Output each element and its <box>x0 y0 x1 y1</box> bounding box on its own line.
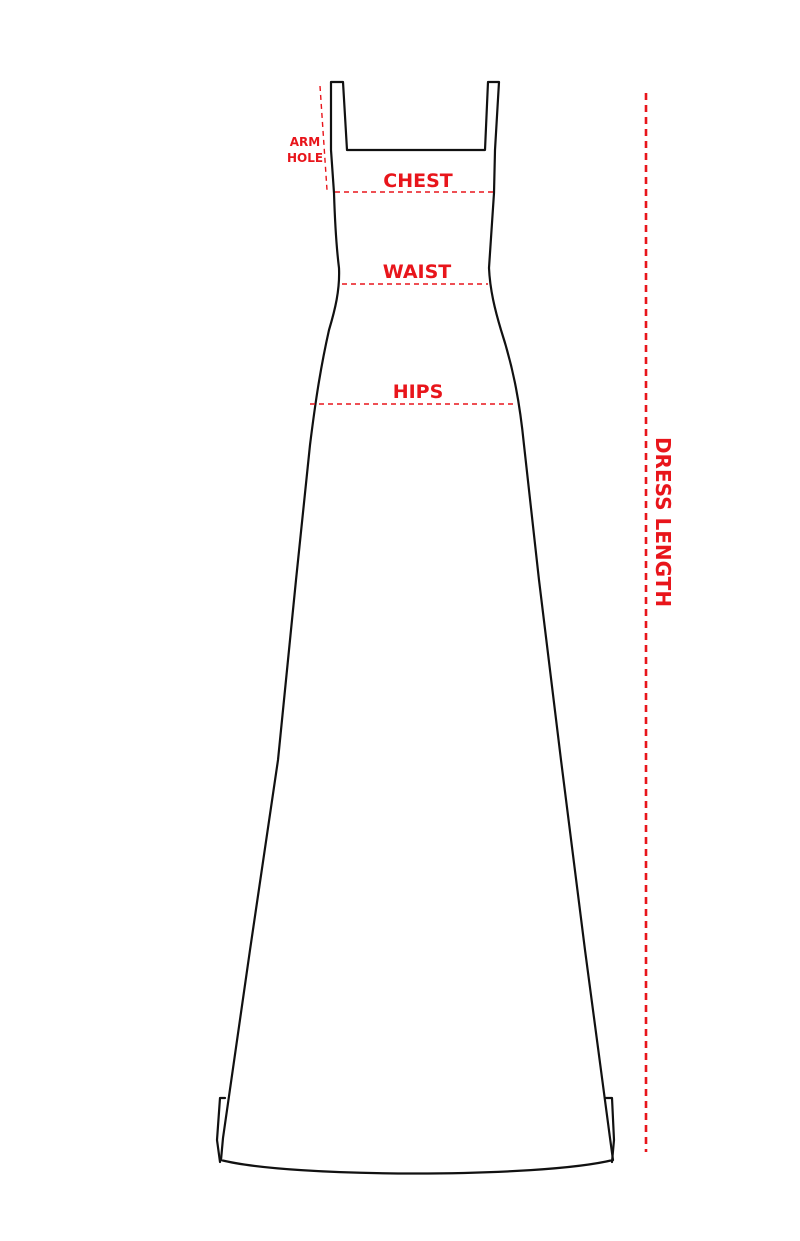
arm-hole-label-line2: HOLE <box>287 151 323 165</box>
left-side-slit <box>215 1096 227 1164</box>
dress-outline <box>219 80 615 1175</box>
arm-hole-measure-line <box>319 85 328 191</box>
waist-label: WAIST <box>383 261 452 283</box>
right-side-slit <box>604 1096 616 1164</box>
dress-length-label: DRESS LENGTH <box>651 437 675 607</box>
chest-label: CHEST <box>383 170 453 192</box>
arm-hole-label-line1: ARM <box>290 135 320 149</box>
hips-label: HIPS <box>393 381 444 403</box>
